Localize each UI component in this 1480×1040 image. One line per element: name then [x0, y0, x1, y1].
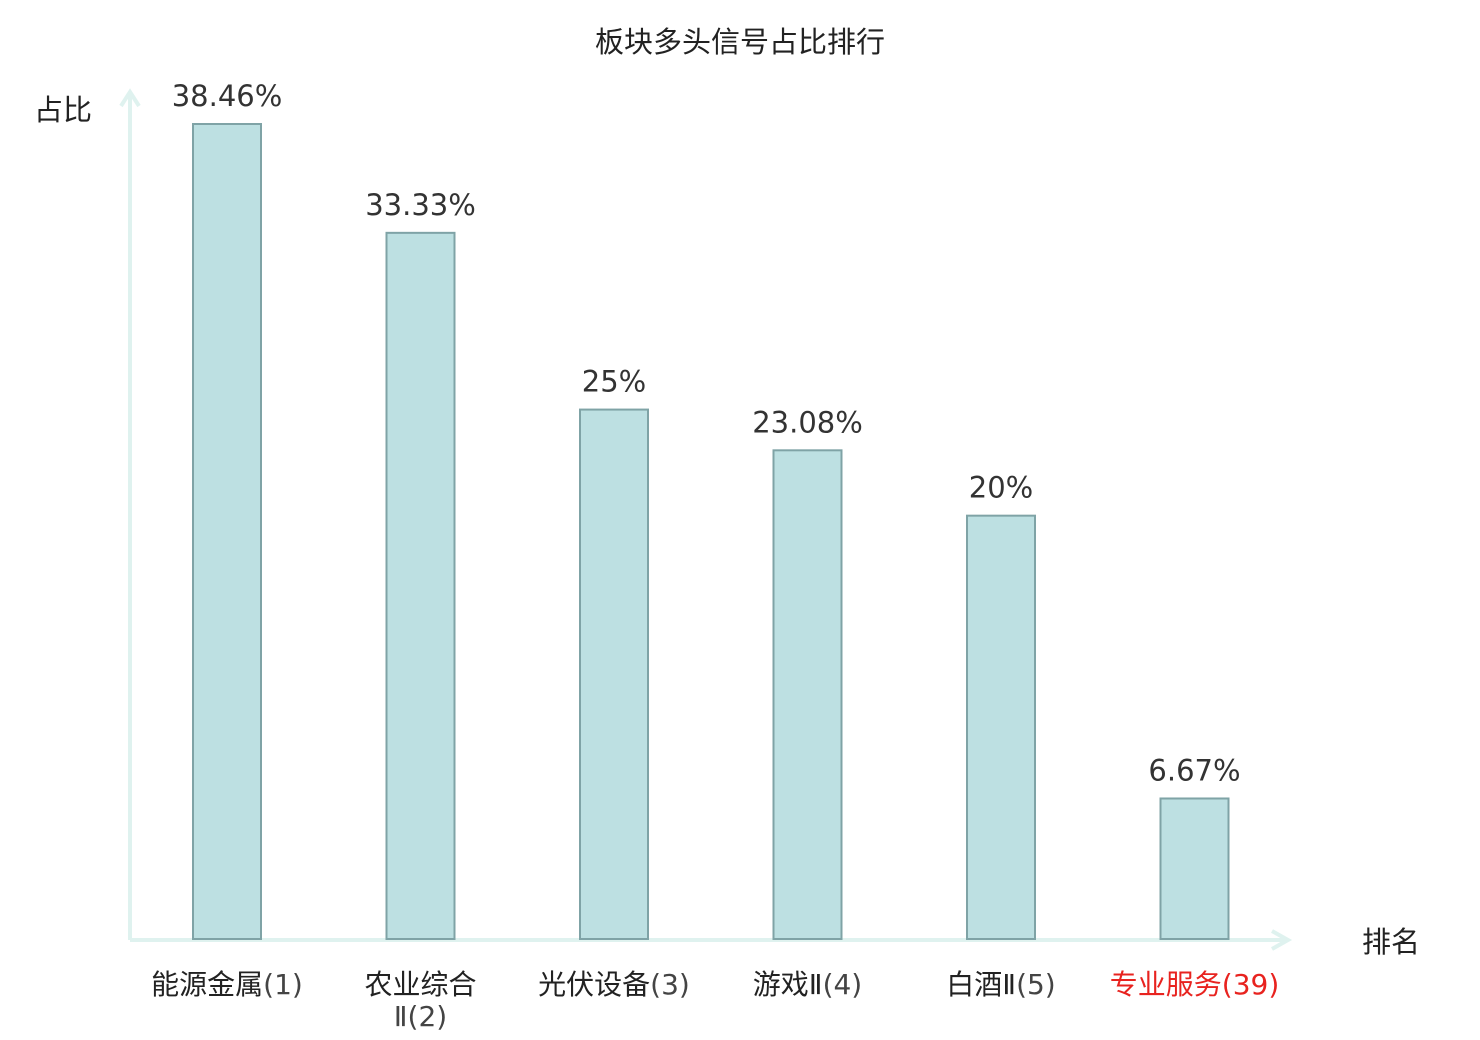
- y-axis-arrow-icon: [119, 88, 141, 108]
- bar-value-label: 20%: [969, 471, 1033, 505]
- y-axis-label: 占比: [34, 93, 92, 127]
- value-labels-group: 38.46% 33.33% 25% 23.08% 20% 6.67%: [172, 79, 1241, 787]
- x-tick-label: 光伏设备(3): [538, 968, 690, 1001]
- axes: [119, 88, 1293, 951]
- bar-value-label: 25%: [582, 365, 646, 399]
- bar: [385, 231, 456, 941]
- x-tick-label: 农业综合: [364, 968, 476, 1001]
- bar-value-label: 6.67%: [1148, 753, 1240, 787]
- bar-value-label: 23.08%: [752, 405, 863, 439]
- bar-value-label: 38.46%: [172, 79, 283, 113]
- bar: [192, 123, 262, 940]
- x-tick-label: 能源金属(1): [151, 968, 303, 1001]
- x-tick-label: Ⅱ(2): [394, 1000, 447, 1033]
- bar: [966, 514, 1036, 940]
- bar: [1159, 797, 1230, 941]
- bars-group: [192, 123, 1230, 941]
- x-axis-arrow-icon: [1271, 929, 1293, 951]
- x-tick-label: 专业服务(39): [1110, 968, 1280, 1001]
- bar: [579, 408, 649, 940]
- x-axis-label: 排名: [1362, 925, 1420, 959]
- bar-value-label: 33.33%: [365, 188, 476, 222]
- x-tick-label: 游戏Ⅱ(4): [753, 968, 862, 1001]
- bar: [772, 449, 843, 940]
- x-tick-label: 白酒Ⅱ(5): [946, 968, 1055, 1001]
- chart-title: 板块多头信号占比排行: [595, 25, 885, 59]
